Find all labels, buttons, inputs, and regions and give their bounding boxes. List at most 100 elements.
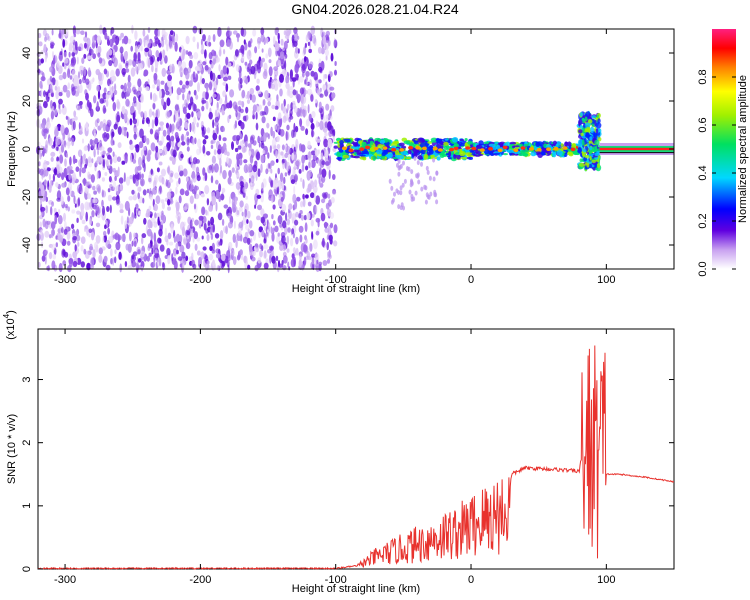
noise-cell: [319, 182, 324, 188]
noise-cell: [192, 71, 196, 80]
noise-cell: [53, 168, 58, 174]
noise-cell: [114, 249, 117, 255]
noise-cell: [134, 213, 137, 219]
noise-cell: [124, 200, 130, 211]
noise-cell: [81, 167, 86, 174]
x-tick-label: -100: [325, 574, 347, 586]
colorbar-label: Normalized spectral amplitude: [737, 75, 749, 223]
noise-cell: [215, 201, 218, 212]
noise-cell: [58, 74, 64, 81]
noise-cell: [190, 230, 194, 238]
noise-cell: [73, 195, 76, 205]
noise-cell: [38, 41, 43, 47]
colorbar-ticks: 0.0 0.2 0.4 0.6 0.8: [697, 69, 736, 277]
noise-cell: [107, 164, 111, 169]
noise-cell: [311, 257, 315, 265]
noise-cell: [109, 204, 112, 214]
noise-cell: [330, 55, 334, 61]
noise-cell: [333, 224, 338, 234]
burst-cell: [587, 119, 593, 124]
burst-cell: [595, 122, 602, 129]
noise-cell: [326, 241, 330, 251]
noise-cell: [315, 262, 321, 273]
noise-cell: [71, 137, 75, 147]
noise-cell: [77, 197, 81, 207]
noise-cell: [150, 142, 156, 152]
noise-cell: [283, 30, 286, 36]
noise-cell: [195, 94, 199, 100]
noise-cell: [202, 91, 207, 100]
noise-cell: [408, 189, 412, 195]
noise-cell: [254, 46, 258, 54]
noise-cell: [263, 132, 267, 143]
noise-cell: [158, 42, 162, 48]
noise-cell: [273, 66, 279, 71]
noise-cell: [149, 221, 153, 229]
noise-cell: [92, 35, 95, 45]
noise-cell: [417, 179, 421, 185]
noise-cell: [43, 128, 49, 134]
noise-cell: [219, 164, 223, 174]
noise-cell: [43, 90, 46, 97]
noise-cell: [215, 248, 220, 254]
noise-cell: [44, 190, 48, 198]
noise-cell: [155, 145, 159, 153]
noise-cell: [225, 83, 229, 92]
noise-cell: [108, 176, 112, 183]
noise-cell: [196, 237, 201, 242]
noise-cell: [44, 169, 49, 177]
noise-cell: [177, 117, 183, 127]
noise-cell: [176, 87, 182, 96]
noise-cell: [427, 194, 431, 200]
noise-cell: [279, 222, 283, 228]
noise-cell: [300, 177, 303, 182]
noise-cell: [194, 219, 200, 226]
noise-cell: [282, 220, 287, 229]
noise-cell: [115, 185, 120, 195]
x-tick-label: -300: [54, 274, 76, 286]
noise-cell: [137, 249, 141, 255]
noise-cell: [261, 182, 264, 192]
noise-cell: [116, 101, 121, 110]
noise-cell: [300, 214, 304, 221]
noise-cell: [286, 218, 291, 226]
peak-cell: [453, 146, 459, 151]
signal-cell: [430, 154, 435, 158]
noise-cell: [326, 258, 331, 264]
noise-cell: [55, 79, 59, 87]
noise-cell: [48, 252, 53, 260]
noise-cell: [219, 230, 224, 240]
noise-cell: [188, 59, 193, 69]
noise-cell: [165, 90, 170, 96]
noise-cell: [166, 191, 172, 199]
noise-cell: [62, 84, 68, 93]
burst-cell: [589, 155, 592, 161]
noise-cell: [218, 183, 222, 193]
noise-cell: [75, 103, 79, 110]
noise-cell: [315, 120, 319, 128]
signal-cell: [507, 149, 514, 153]
burst-cell: [597, 118, 601, 124]
noise-cell: [393, 191, 396, 197]
noise-cell: [246, 90, 250, 100]
noise-cell: [318, 101, 322, 110]
noise-cell: [268, 66, 273, 77]
noise-cell: [83, 177, 86, 186]
noise-cell: [121, 38, 125, 44]
noise-cell: [135, 178, 139, 187]
noise-cell: [158, 186, 162, 192]
peak-cell: [479, 148, 485, 152]
noise-cell: [110, 27, 115, 34]
noise-cell: [54, 137, 60, 147]
noise-cell: [58, 91, 63, 97]
y-tick-label: 3: [21, 376, 33, 382]
noise-cell: [256, 78, 260, 84]
noise-cell: [316, 259, 319, 264]
x-tick-label: 0: [468, 274, 474, 286]
noise-cell: [291, 152, 295, 161]
noise-cell: [265, 232, 269, 237]
colorbar-tick-label: 0.0: [697, 261, 709, 276]
noise-cell: [197, 82, 200, 92]
noise-cell: [296, 196, 301, 202]
noise-cell: [185, 255, 189, 262]
